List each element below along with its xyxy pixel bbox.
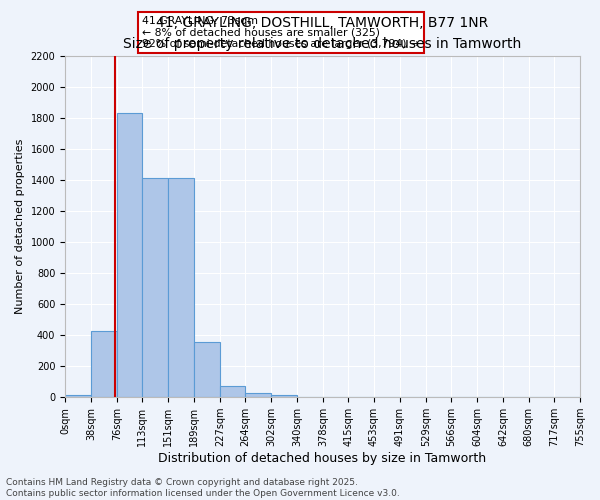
Text: 41 GRAYLING: 73sqm
← 8% of detached houses are smaller (325)
92% of semi-detache: 41 GRAYLING: 73sqm ← 8% of detached hous… <box>142 16 419 49</box>
Bar <box>194 342 220 397</box>
Bar <box>91 332 117 397</box>
X-axis label: Distribution of detached houses by size in Tamworth: Distribution of detached houses by size … <box>158 452 487 465</box>
Bar <box>220 386 245 397</box>
Bar <box>117 114 142 397</box>
Y-axis label: Number of detached properties: Number of detached properties <box>15 139 25 314</box>
Text: Contains HM Land Registry data © Crown copyright and database right 2025.
Contai: Contains HM Land Registry data © Crown c… <box>6 478 400 498</box>
Bar <box>142 178 168 397</box>
Title: 41, GRAYLING, DOSTHILL, TAMWORTH, B77 1NR
Size of property relative to detached : 41, GRAYLING, DOSTHILL, TAMWORTH, B77 1N… <box>124 16 521 50</box>
Bar <box>271 395 297 397</box>
Bar <box>65 395 91 397</box>
Bar <box>245 392 271 397</box>
Bar <box>168 178 194 397</box>
